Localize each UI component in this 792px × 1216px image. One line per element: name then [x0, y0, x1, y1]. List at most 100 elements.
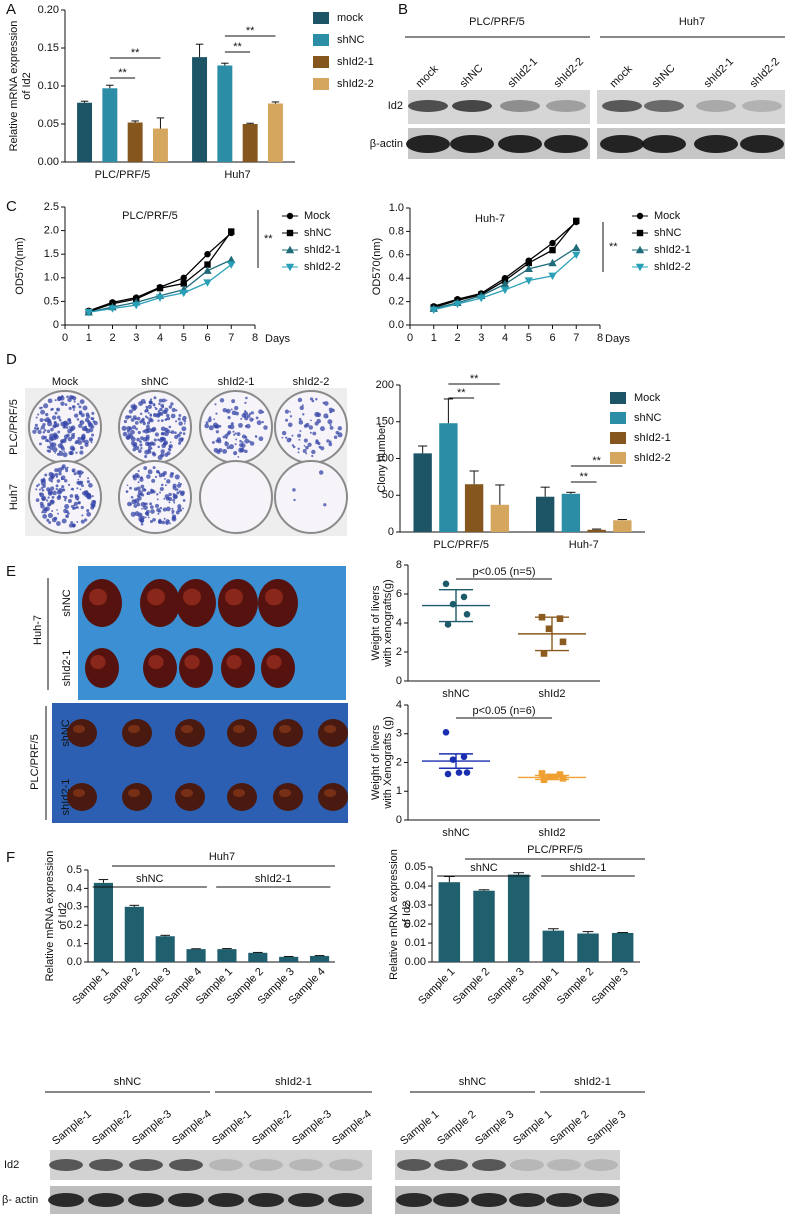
tumor [143, 648, 177, 688]
data-point [156, 284, 164, 292]
colony [157, 410, 161, 413]
colony [40, 406, 43, 409]
colony [150, 428, 156, 433]
cell-line-label: Huh-7 [32, 615, 44, 645]
colony [299, 405, 304, 411]
colony [161, 398, 166, 403]
colony [47, 512, 53, 518]
colony [150, 509, 155, 514]
colony [170, 402, 174, 406]
plate-column-label: Mock [52, 376, 79, 388]
colony [323, 503, 327, 507]
colony [171, 516, 176, 520]
colony [148, 417, 153, 422]
data-point [548, 258, 557, 267]
colony [255, 416, 259, 420]
blot-band [642, 135, 686, 153]
colony [78, 411, 82, 415]
y-tick-label: 0.02 [405, 918, 426, 930]
colony [143, 505, 148, 511]
legend-label: shId2-1 [337, 56, 374, 68]
colony [56, 396, 62, 402]
colony [162, 507, 167, 512]
colony [43, 428, 47, 432]
colony [159, 491, 162, 494]
colony [238, 447, 244, 453]
legend-swatch [610, 412, 626, 424]
culture-plate [274, 460, 348, 534]
plate-column-label: shId2-2 [293, 376, 330, 388]
blot-band [644, 100, 684, 112]
colony [51, 435, 57, 441]
colony [39, 492, 42, 496]
colony [132, 415, 137, 420]
x-tick-label: 0 [62, 332, 68, 344]
blot-header: PLC/PRF/5 [469, 16, 525, 28]
colony [45, 412, 49, 417]
colony [231, 399, 236, 404]
colony [64, 403, 68, 406]
colony [126, 484, 129, 487]
x-tick-label: shNC [442, 688, 470, 700]
data-point [203, 279, 212, 287]
colony [77, 470, 84, 476]
colony [328, 442, 333, 447]
colony [137, 481, 140, 484]
colony [90, 505, 95, 510]
x-tick-label: PLC/PRF/5 [95, 169, 151, 181]
colony [76, 520, 79, 523]
y-tick-label: 0 [388, 526, 394, 538]
colony [39, 488, 42, 491]
data-point [227, 261, 236, 269]
colony [49, 420, 52, 423]
tumor-highlight [279, 725, 291, 733]
colony [213, 424, 218, 429]
lane-label: Sample 1 [398, 1108, 441, 1147]
colony [90, 503, 93, 506]
data-point [477, 294, 486, 303]
data-point [204, 251, 211, 258]
culture-plate [118, 460, 192, 534]
colony [182, 432, 186, 435]
blot-band [128, 1193, 164, 1207]
colony [33, 426, 37, 430]
data-point [180, 280, 187, 287]
colony [168, 444, 173, 449]
colony [57, 430, 61, 434]
colony [35, 498, 40, 502]
colony [176, 491, 180, 495]
colony [233, 433, 236, 436]
tumor [67, 719, 97, 747]
colony [140, 522, 144, 526]
colony [127, 501, 132, 507]
colony [154, 475, 158, 479]
panel-letter: F [6, 849, 15, 866]
colony [91, 433, 95, 437]
colony [152, 452, 157, 457]
colony [133, 504, 138, 508]
data-point [559, 775, 567, 782]
colony [293, 498, 296, 502]
legend-marker [636, 212, 644, 220]
colony [51, 495, 55, 499]
colony [158, 518, 162, 522]
colony [92, 420, 96, 423]
colony [56, 407, 61, 412]
colony [154, 503, 160, 508]
colony [49, 442, 54, 447]
colony [228, 444, 235, 450]
colony [248, 440, 251, 443]
blot-band [546, 100, 586, 112]
lane-label: shId2-2 [552, 56, 586, 90]
y-axis-label: Clony number [376, 424, 388, 493]
y-tick-label: 0.03 [405, 899, 426, 911]
colony [152, 517, 156, 522]
colony [45, 499, 49, 502]
blot-band [509, 1193, 545, 1207]
colony [62, 438, 67, 444]
colony [159, 407, 163, 412]
colony [179, 431, 183, 435]
y-tick-label: 0.3 [67, 901, 82, 913]
colony [143, 502, 147, 506]
colony [281, 436, 284, 439]
